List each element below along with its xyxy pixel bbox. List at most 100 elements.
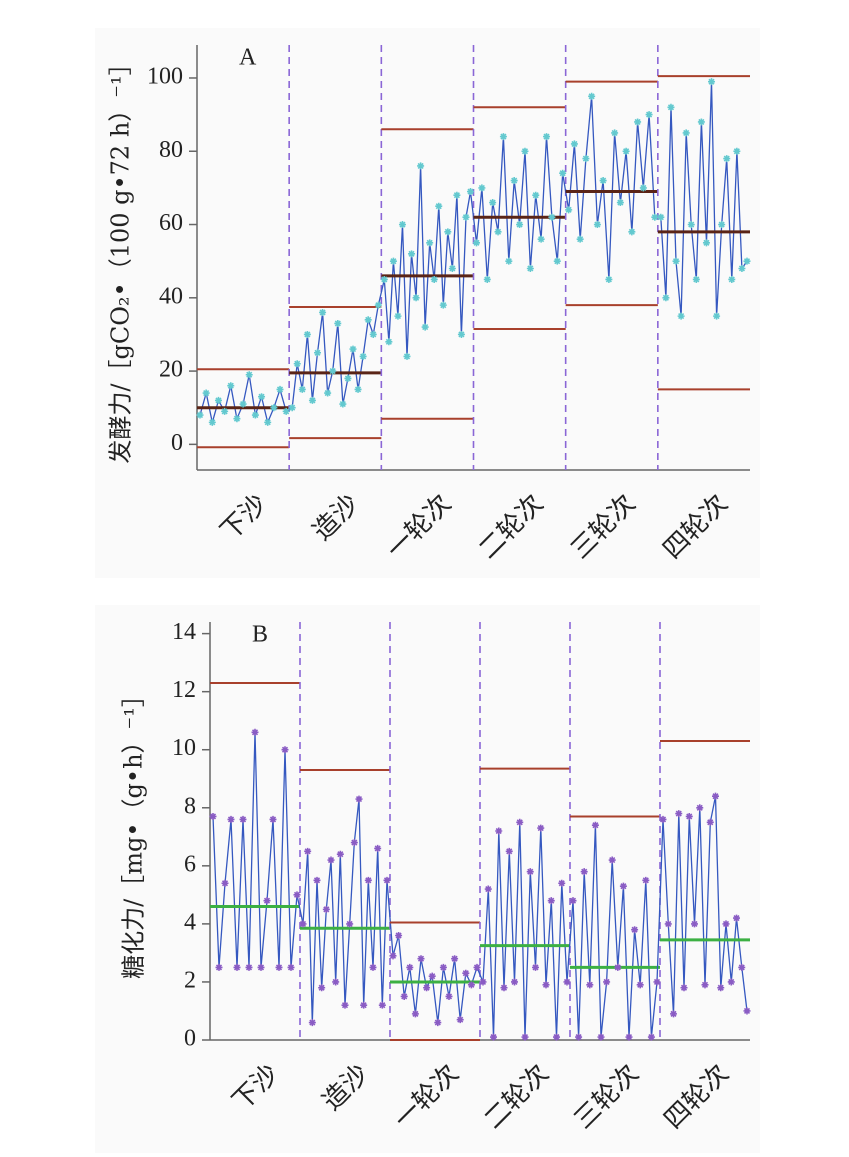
data-marker [743,1007,751,1015]
data-marker [314,349,322,357]
data-marker [462,969,470,977]
data-marker [611,129,619,137]
data-marker [708,78,716,86]
data-marker [426,239,434,247]
data-marker [332,978,340,986]
data-marker [281,746,289,754]
data-marker [251,411,259,419]
data-line [572,825,658,1038]
data-marker [364,876,372,884]
phase-connector [476,967,484,983]
data-marker [697,118,705,126]
data-marker [489,199,497,207]
data-marker [659,815,667,823]
data-marker [462,213,470,221]
data-marker [202,389,210,397]
data-marker [743,257,751,265]
data-marker [346,920,354,928]
data-marker [355,795,363,803]
phase-connector [386,880,394,956]
data-marker [516,221,524,229]
data-marker [712,792,719,800]
data-marker [303,330,311,338]
data-marker [526,264,534,272]
data-marker [293,360,301,368]
panel-label: A [239,45,257,71]
data-marker [687,221,695,229]
y-tick-label: 14 [172,619,196,645]
data-marker [593,221,601,229]
data-marker [701,981,709,989]
data-marker [308,396,316,404]
data-marker [733,914,740,922]
data-marker [313,876,321,884]
data-marker [738,963,746,971]
data-marker [378,1001,386,1009]
data-marker [625,1033,633,1041]
data-marker [537,824,545,832]
data-marker [559,169,567,177]
data-marker [645,111,653,119]
data-marker [336,850,344,858]
data-marker [282,407,290,415]
data-marker [288,404,296,412]
y-tick-label: 0 [184,1026,196,1052]
data-marker [215,963,223,971]
data-marker [227,815,235,823]
data-marker [322,905,330,913]
data-line [291,304,379,408]
y-tick-label: 2 [184,967,196,993]
data-marker [233,415,241,423]
data-marker [245,963,253,971]
data-marker [634,118,642,126]
data-line [568,96,656,280]
data-marker [642,876,650,884]
data-marker [251,728,259,736]
data-marker [435,202,443,210]
data-marker [667,103,675,111]
data-marker [318,984,326,992]
data-marker [214,396,222,404]
data-marker [495,827,503,835]
data-marker [319,308,327,316]
data-marker [636,981,644,989]
data-marker [670,1010,677,1018]
data-marker [713,312,721,320]
data-marker [423,984,431,992]
data-marker [733,147,741,155]
data-marker [439,301,447,309]
data-marker [406,963,414,971]
data-marker [457,330,465,338]
data-marker [360,1001,368,1009]
data-marker [369,330,377,338]
data-marker [383,876,391,884]
data-marker [680,984,688,992]
data-marker [479,978,487,986]
data-marker [380,275,388,283]
data-marker [603,978,611,986]
data-marker [664,920,672,928]
data-marker [608,856,616,864]
data-marker [245,371,253,379]
data-marker [257,963,265,971]
y-tick-label: 10 [172,735,196,761]
data-marker [221,407,229,415]
data-marker [208,418,216,426]
data-marker [364,316,372,324]
data-marker [389,952,397,960]
data-marker [451,955,459,963]
data-marker [599,177,607,185]
data-marker [227,382,235,390]
data-marker [494,228,502,236]
data-marker [275,963,283,971]
data-marker [473,239,480,247]
data-marker [453,191,461,199]
data-marker [398,221,406,229]
data-marker [417,162,425,170]
data-marker [467,188,474,196]
data-marker [614,963,622,971]
y-tick-label: 60 [159,210,183,236]
data-marker [196,411,204,419]
data-marker [412,294,420,302]
data-marker [631,926,639,934]
